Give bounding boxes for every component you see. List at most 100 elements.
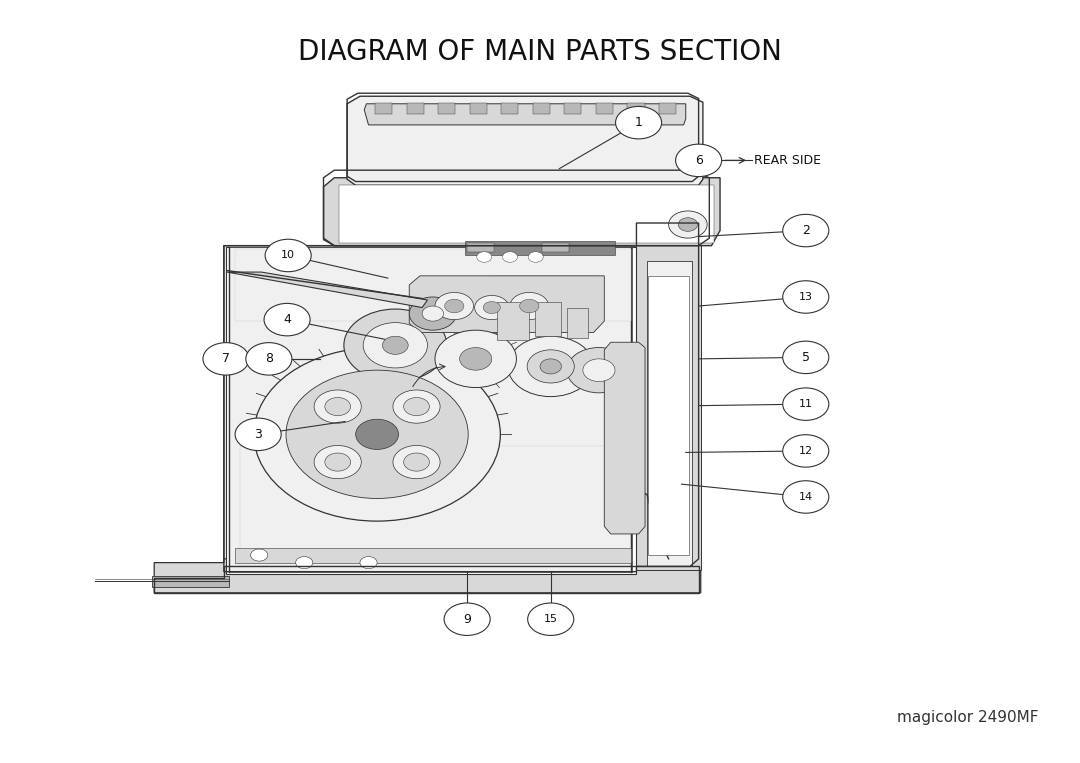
FancyBboxPatch shape — [229, 247, 632, 571]
FancyBboxPatch shape — [564, 103, 581, 114]
Circle shape — [527, 349, 575, 383]
FancyBboxPatch shape — [596, 103, 613, 114]
Circle shape — [404, 453, 430, 471]
Circle shape — [235, 418, 281, 451]
Circle shape — [483, 301, 500, 314]
Circle shape — [393, 446, 440, 478]
Polygon shape — [226, 247, 636, 574]
Circle shape — [534, 320, 546, 330]
Circle shape — [444, 603, 490, 636]
FancyBboxPatch shape — [542, 243, 569, 252]
FancyBboxPatch shape — [468, 243, 494, 252]
Polygon shape — [605, 343, 645, 534]
Polygon shape — [224, 246, 690, 578]
Circle shape — [502, 252, 517, 262]
Circle shape — [470, 320, 482, 330]
Circle shape — [325, 398, 351, 416]
Text: 15: 15 — [543, 614, 557, 624]
FancyBboxPatch shape — [627, 103, 645, 114]
Circle shape — [783, 388, 828, 420]
Circle shape — [567, 347, 631, 393]
Circle shape — [203, 343, 249, 375]
Circle shape — [474, 295, 509, 320]
Circle shape — [510, 292, 549, 320]
Text: 8: 8 — [265, 353, 273, 365]
Text: 2: 2 — [801, 224, 810, 237]
Polygon shape — [409, 276, 605, 333]
Text: 5: 5 — [801, 351, 810, 364]
Circle shape — [264, 304, 310, 336]
Circle shape — [501, 320, 514, 330]
Circle shape — [265, 240, 311, 272]
Text: 11: 11 — [799, 399, 813, 409]
Text: 10: 10 — [281, 250, 295, 260]
Circle shape — [519, 299, 539, 313]
FancyBboxPatch shape — [465, 241, 615, 255]
Circle shape — [296, 556, 313, 568]
Text: 1: 1 — [635, 116, 643, 129]
FancyBboxPatch shape — [659, 103, 676, 114]
Polygon shape — [154, 559, 701, 593]
Text: 3: 3 — [254, 428, 262, 441]
FancyBboxPatch shape — [240, 446, 631, 566]
Polygon shape — [347, 96, 703, 185]
Circle shape — [435, 330, 516, 388]
Text: 7: 7 — [222, 353, 230, 365]
Circle shape — [783, 281, 828, 313]
FancyBboxPatch shape — [470, 103, 487, 114]
Circle shape — [540, 359, 562, 374]
Circle shape — [669, 211, 707, 238]
FancyBboxPatch shape — [406, 103, 423, 114]
FancyBboxPatch shape — [338, 185, 714, 243]
Polygon shape — [324, 178, 720, 246]
Polygon shape — [647, 261, 692, 566]
Circle shape — [343, 309, 447, 382]
Circle shape — [528, 603, 573, 636]
Circle shape — [325, 453, 351, 471]
FancyBboxPatch shape — [497, 302, 529, 340]
Circle shape — [393, 390, 440, 423]
Text: 12: 12 — [799, 446, 813, 456]
Circle shape — [460, 347, 491, 370]
Text: DIAGRAM OF MAIN PARTS SECTION: DIAGRAM OF MAIN PARTS SECTION — [298, 38, 782, 66]
FancyBboxPatch shape — [567, 307, 589, 338]
Polygon shape — [152, 576, 229, 587]
Circle shape — [382, 336, 408, 354]
Circle shape — [437, 320, 450, 330]
Circle shape — [485, 320, 498, 330]
Circle shape — [360, 556, 377, 568]
Polygon shape — [364, 104, 686, 125]
Circle shape — [528, 252, 543, 262]
Text: 9: 9 — [463, 613, 471, 626]
Circle shape — [246, 343, 292, 375]
Circle shape — [783, 481, 828, 513]
Circle shape — [517, 320, 530, 330]
Circle shape — [286, 370, 469, 498]
FancyBboxPatch shape — [438, 103, 455, 114]
FancyBboxPatch shape — [234, 548, 631, 562]
Polygon shape — [227, 272, 428, 307]
FancyBboxPatch shape — [375, 103, 392, 114]
Circle shape — [435, 292, 473, 320]
Text: magicolor 2490MF: magicolor 2490MF — [896, 710, 1038, 725]
Polygon shape — [636, 223, 701, 570]
FancyBboxPatch shape — [648, 276, 689, 555]
FancyBboxPatch shape — [501, 103, 518, 114]
Circle shape — [454, 320, 467, 330]
Circle shape — [355, 419, 399, 449]
Circle shape — [676, 144, 721, 176]
Text: 13: 13 — [799, 292, 813, 302]
Circle shape — [404, 398, 430, 416]
FancyBboxPatch shape — [535, 302, 562, 336]
FancyBboxPatch shape — [234, 250, 631, 321]
FancyBboxPatch shape — [532, 103, 550, 114]
Circle shape — [421, 320, 434, 330]
Text: 6: 6 — [694, 154, 703, 167]
Circle shape — [409, 297, 457, 330]
Circle shape — [314, 390, 362, 423]
Circle shape — [678, 217, 698, 231]
Circle shape — [445, 299, 464, 313]
Circle shape — [616, 106, 662, 139]
Circle shape — [254, 347, 500, 521]
Circle shape — [314, 446, 362, 478]
